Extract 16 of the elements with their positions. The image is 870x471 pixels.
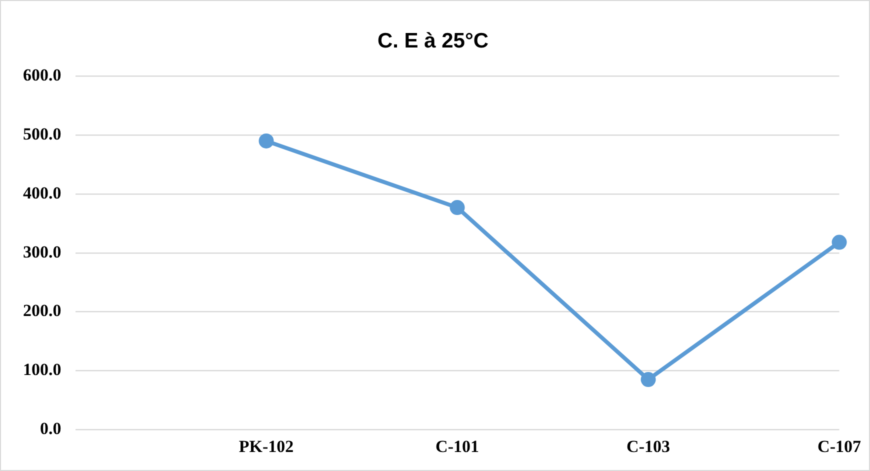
x-tick-label: PK-102 bbox=[238, 437, 294, 456]
y-tick-label: 400.0 bbox=[23, 183, 62, 202]
point bbox=[450, 200, 465, 216]
chart-title: C. E à 25°C bbox=[377, 29, 489, 52]
y-tick-label: 100.0 bbox=[23, 360, 62, 380]
point bbox=[640, 372, 656, 388]
x-tick-label: C-107 bbox=[818, 437, 862, 456]
y-tick-label: 600.0 bbox=[23, 66, 62, 85]
y-tick-label: 0.0 bbox=[40, 418, 62, 438]
point bbox=[832, 234, 847, 250]
point bbox=[258, 133, 274, 148]
x-tick-label: C-101 bbox=[436, 437, 479, 456]
y-tick-label: 500.0 bbox=[23, 124, 62, 144]
y-tick-label: 300.0 bbox=[23, 242, 62, 262]
y-tick-label: 200.0 bbox=[23, 301, 62, 320]
x-tick-label: C-103 bbox=[626, 437, 670, 456]
